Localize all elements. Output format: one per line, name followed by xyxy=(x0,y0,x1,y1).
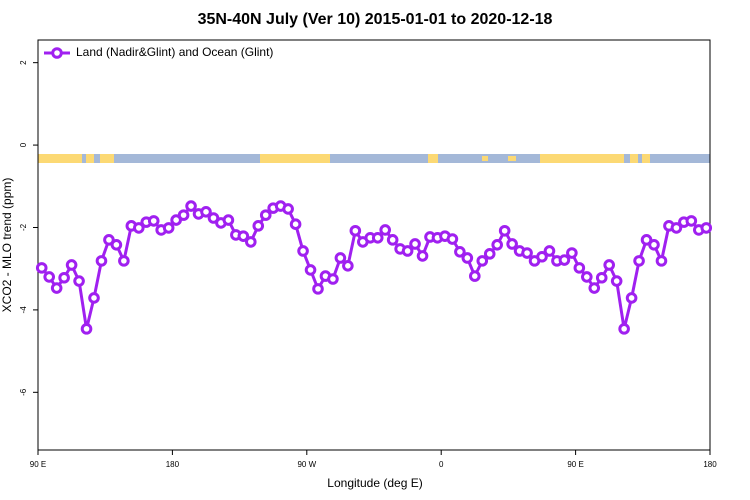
data-point xyxy=(95,255,108,267)
data-point xyxy=(498,224,511,237)
data-point xyxy=(640,234,653,246)
data-point xyxy=(618,323,630,335)
x-tick-label: 0 xyxy=(439,460,444,469)
data-point xyxy=(558,254,571,266)
data-point xyxy=(177,209,190,221)
data-point xyxy=(170,214,182,226)
data-point xyxy=(237,230,250,242)
data-point xyxy=(401,245,414,257)
data-point xyxy=(469,270,481,282)
data-point xyxy=(50,282,63,294)
x-tick-label: 180 xyxy=(703,460,717,469)
y-tick-label: -4 xyxy=(19,306,28,314)
data-point xyxy=(259,209,272,221)
ocean-band xyxy=(38,154,710,163)
land-band xyxy=(482,156,488,161)
data-point xyxy=(252,220,265,232)
data-point xyxy=(461,252,474,264)
data-point xyxy=(476,255,489,267)
data-point xyxy=(446,233,459,245)
data-point xyxy=(543,245,556,257)
data-point xyxy=(573,262,586,274)
data-point xyxy=(304,264,317,276)
x-tick-label: 90 E xyxy=(30,460,46,469)
data-point xyxy=(245,236,257,248)
data-point xyxy=(491,238,504,251)
data-point xyxy=(409,238,421,250)
data-point xyxy=(185,200,197,212)
data-point xyxy=(648,238,660,251)
data-point xyxy=(379,224,392,236)
data-point xyxy=(110,238,123,251)
x-tick-label: 90 E xyxy=(567,460,583,469)
plot-frame xyxy=(37,39,711,451)
data-point xyxy=(588,282,601,294)
data-point xyxy=(207,212,220,224)
legend-marker xyxy=(51,47,63,59)
data-point xyxy=(386,234,399,246)
x-tick-label: 180 xyxy=(166,460,180,469)
data-point xyxy=(349,224,362,237)
y-axis-label: XCO2 - MLO trend (ppm) xyxy=(0,178,14,313)
data-point xyxy=(327,273,339,285)
data-point xyxy=(506,238,518,250)
data-point xyxy=(700,222,713,234)
land-ocean-strip xyxy=(38,154,710,163)
y-tick-label: 0 xyxy=(19,142,28,147)
data-point xyxy=(73,275,85,287)
data-point xyxy=(633,255,645,267)
land-band xyxy=(428,154,438,163)
data-point xyxy=(581,271,593,283)
data-point xyxy=(670,222,683,234)
data-point xyxy=(133,222,145,234)
data-point xyxy=(222,214,235,226)
data-point xyxy=(147,215,160,227)
land-band xyxy=(642,154,650,163)
data-point xyxy=(655,255,668,267)
data-point xyxy=(65,259,78,271)
data-point xyxy=(610,275,623,287)
data-point xyxy=(35,262,48,274)
data-point xyxy=(342,260,354,272)
data-point xyxy=(162,222,175,234)
data-point xyxy=(103,234,115,246)
land-band xyxy=(508,156,516,161)
data-point xyxy=(595,271,608,284)
y-tick-label: 2 xyxy=(19,60,28,65)
data-point xyxy=(625,292,638,304)
x-tick-label: 90 W xyxy=(297,460,316,469)
data-point xyxy=(282,203,294,215)
data-point xyxy=(200,206,212,218)
land-band xyxy=(38,154,82,163)
land-band xyxy=(86,154,94,163)
data-point xyxy=(43,271,56,283)
data-point xyxy=(685,215,698,227)
data-point xyxy=(312,283,324,295)
y-tick-label: -6 xyxy=(19,388,28,396)
data-point xyxy=(88,292,100,304)
data-point xyxy=(371,231,384,244)
data-point xyxy=(483,248,496,260)
data-point xyxy=(521,247,533,259)
data-point xyxy=(416,250,429,262)
data-point xyxy=(603,259,616,271)
land-band xyxy=(100,154,114,163)
data-point xyxy=(334,252,347,264)
land-band xyxy=(630,154,638,163)
chart-title: 35N-40N July (Ver 10) 2015-01-01 to 2020… xyxy=(198,11,553,28)
data-point xyxy=(118,255,130,267)
data-point xyxy=(536,250,548,263)
legend-label: Land (Nadir&Glint) and Ocean (Glint) xyxy=(76,45,273,59)
data-point xyxy=(289,218,302,230)
data-point xyxy=(566,247,578,259)
data-point xyxy=(58,271,70,284)
y-tick-label: -2 xyxy=(19,223,28,231)
data-point xyxy=(454,245,466,258)
data-point xyxy=(297,245,309,257)
land-band xyxy=(540,154,624,163)
x-axis-label: Longitude (deg E) xyxy=(327,476,422,490)
data-point xyxy=(80,323,93,335)
land-band xyxy=(260,154,330,163)
